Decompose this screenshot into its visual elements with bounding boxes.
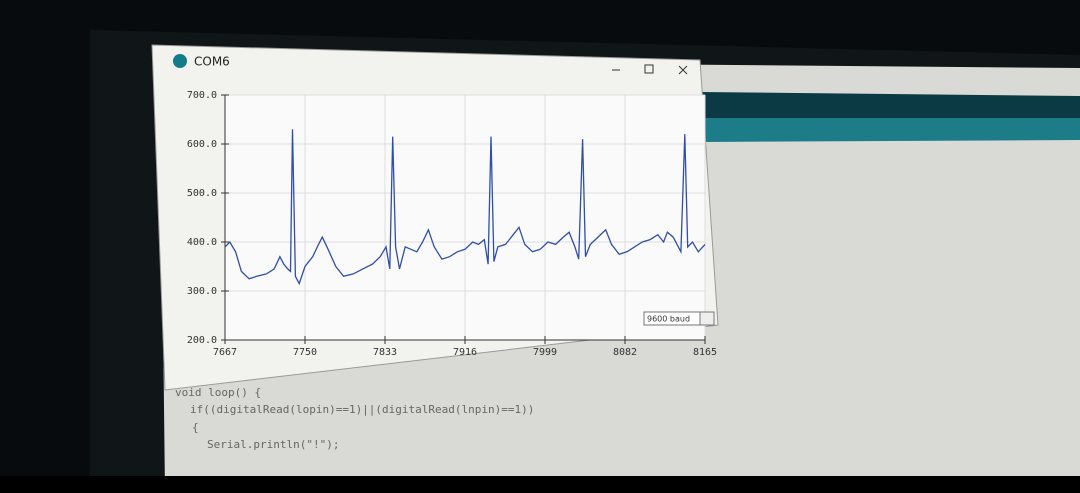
x-tick-label: 7999 [533,347,557,358]
x-tick-label: 7916 [453,347,477,358]
y-tick-label: 200.0 [187,335,217,346]
x-tick-label: 7833 [373,347,397,358]
data-line [224,129,706,286]
y-tick-label: 500.0 [187,188,217,199]
x-tick-label: 8165 [693,347,717,358]
code-line: void loop() { [175,386,261,399]
chart: 200.0 300.0 400.0 500.0 600.0 700.0 7667 7750 78… [187,90,717,358]
code-line: Serial.println("!"); [207,438,339,451]
ide-tabs [700,118,1080,142]
bottom-bar [0,476,1080,493]
app-icon [173,54,187,68]
y-tick-label: 400.0 [187,237,217,248]
y-tick-label: 600.0 [187,139,217,150]
x-tick-label: 8082 [613,347,637,358]
x-tick-label: 7750 [293,347,317,358]
y-tick-label: 300.0 [187,286,217,297]
window-title: COM6 [194,55,230,69]
maximize-button[interactable] [644,64,654,74]
code-line: if((digitalRead(lopin)==1)||(digitalRead… [190,403,534,416]
baud-label[interactable]: 9600 baud [647,315,690,324]
x-tick-label: 7667 [213,347,237,358]
y-tick-label: 700.0 [187,90,217,101]
code-line: { [192,421,199,434]
close-button[interactable] [678,65,688,75]
ide-toolbar [700,92,1080,118]
baud-dropdown[interactable] [699,311,715,326]
